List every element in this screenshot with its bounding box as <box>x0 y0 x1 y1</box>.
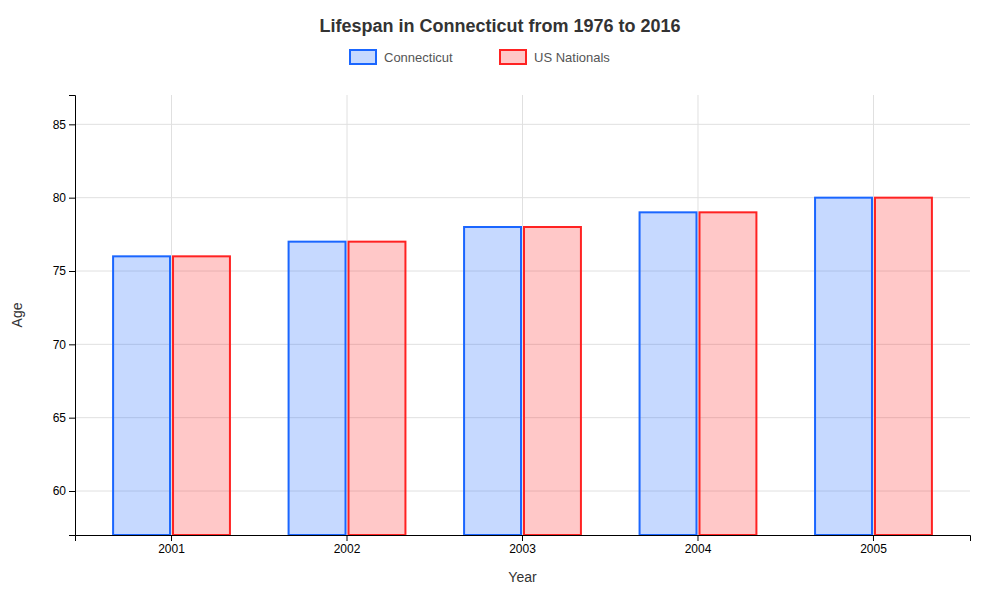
y-tick-label: 85 <box>53 118 67 132</box>
y-tick-mark <box>69 418 75 419</box>
y-tick-label: 70 <box>53 338 67 352</box>
bar-series <box>173 198 932 535</box>
legend-label: US Nationals <box>534 50 610 65</box>
x-axis: 2001 2002 2003 2004 2005 <box>76 535 971 556</box>
bar <box>640 212 697 535</box>
x-tick: 2002 <box>334 535 361 556</box>
x-tick: 2004 <box>685 535 712 556</box>
y-tick: 80 <box>53 191 75 205</box>
x-tick-label: 2003 <box>509 542 536 556</box>
y-tick-label: 75 <box>53 264 67 278</box>
bar <box>875 198 932 535</box>
bar <box>173 256 230 535</box>
x-tick-label: 2005 <box>860 542 887 556</box>
chart-svg: 2001 2002 2003 2004 2005 60 65 70 75 80 85 Lifespan… <box>0 0 1000 600</box>
legend-item: US Nationals <box>500 50 610 65</box>
grid-line-x <box>522 95 523 535</box>
y-tick-label: 60 <box>53 484 67 498</box>
grid-line-x <box>873 95 874 535</box>
y-tick-mark <box>69 271 75 272</box>
x-tick-mark <box>873 535 874 541</box>
legend-label: Connecticut <box>384 50 453 65</box>
legend-swatch <box>350 50 376 64</box>
x-tick-label: 2001 <box>158 542 185 556</box>
bars <box>113 198 932 535</box>
legend: Connecticut US Nationals <box>350 50 610 65</box>
x-axis-title: Year <box>508 569 537 585</box>
y-tick-mark <box>69 198 75 199</box>
x-tick: 2005 <box>860 535 887 556</box>
grid-line-x <box>697 95 698 535</box>
bar <box>699 212 756 535</box>
bar <box>464 227 521 535</box>
grid <box>75 95 970 535</box>
y-tick: 75 <box>53 264 75 278</box>
legend-item: Connecticut <box>350 50 453 65</box>
y-tick: 85 <box>53 118 75 132</box>
x-tick: 2003 <box>509 535 536 556</box>
x-axis-line <box>76 536 971 542</box>
y-axis-title: Age <box>9 302 25 327</box>
y-tick-mark <box>69 344 75 345</box>
x-tick-label: 2004 <box>685 542 712 556</box>
x-tick-mark <box>347 535 348 541</box>
x-tick-mark <box>522 535 523 541</box>
legend-swatch <box>500 50 526 64</box>
y-tick-mark <box>69 124 75 125</box>
bar-series <box>113 198 872 535</box>
grid-line-x <box>171 95 172 535</box>
y-axis: 60 65 70 75 80 85 <box>53 96 76 536</box>
y-tick-label: 80 <box>53 191 67 205</box>
grid-line-x <box>347 95 348 535</box>
bar <box>349 242 406 535</box>
bar <box>524 227 581 535</box>
x-tick: 2001 <box>158 535 185 556</box>
y-tick: 60 <box>53 484 75 498</box>
plot-area: 2001 2002 2003 2004 2005 60 65 70 75 80 85 <box>53 95 971 556</box>
x-tick-mark <box>171 535 172 541</box>
y-tick: 65 <box>53 411 75 425</box>
y-tick: 70 <box>53 338 75 352</box>
x-tick-mark <box>697 535 698 541</box>
y-tick-label: 65 <box>53 411 67 425</box>
x-tick-label: 2002 <box>334 542 361 556</box>
chart-title: Lifespan in Connecticut from 1976 to 201… <box>319 16 680 36</box>
y-tick-mark <box>69 491 75 492</box>
bar <box>113 256 170 535</box>
y-axis-line <box>69 96 76 536</box>
bar <box>815 198 872 535</box>
bar <box>289 242 346 535</box>
